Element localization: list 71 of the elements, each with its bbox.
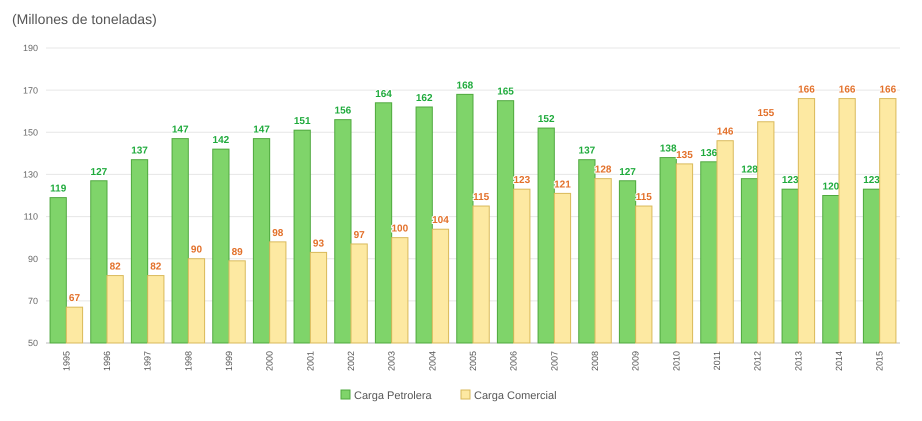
data-label: 123 [513,175,531,186]
data-label: 97 [354,230,366,241]
y-tick-label: 70 [28,296,38,306]
data-label: 164 [375,88,392,100]
data-label: 67 [68,293,80,304]
data-label: 146 [716,126,734,138]
data-label: 152 [538,114,555,126]
data-label: 89 [232,246,244,258]
x-tick-label: 1998 [183,351,194,372]
data-label: 115 [636,192,652,204]
data-label: 137 [131,146,148,157]
x-tick-label: 2012 [752,351,763,372]
data-label: 166 [798,84,816,96]
y-tick-label: 150 [22,127,38,138]
x-tick-label: 2003 [386,351,397,372]
x-tick-label: 2005 [468,351,478,372]
x-tick-label: 2002 [346,351,356,372]
data-label: 82 [150,262,162,273]
x-tick-label: 2013 [793,351,804,372]
data-label: 128 [741,164,758,176]
data-label: 151 [294,116,311,128]
x-tick-label: 2008 [590,351,600,372]
y-tick-label: 170 [22,85,38,96]
data-label: 138 [660,144,677,155]
x-tick-label: 1997 [142,351,153,372]
data-label: 100 [391,224,409,235]
data-label: 123 [782,175,799,186]
data-label: 135 [676,150,694,161]
data-label: 136 [700,148,718,159]
data-label: 115 [473,192,490,204]
x-tick-label: 2014 [834,351,844,372]
data-label: 156 [334,106,352,117]
data-label: 147 [172,124,189,136]
chart-title: (Millones de toneladas) [12,11,157,27]
x-tick-label: 2000 [264,351,275,372]
data-label: 137 [578,146,596,157]
x-tick-label: 2006 [508,351,519,372]
data-label: 127 [90,166,108,178]
y-tick-label: 90 [28,254,38,264]
data-label: 98 [272,228,284,239]
y-tick-label: 110 [24,212,38,222]
x-tick-label: 2007 [549,351,560,372]
data-label: 166 [838,84,856,96]
data-label: 120 [822,182,840,192]
x-tick-label: 2001 [305,351,316,372]
data-label: 147 [253,124,270,136]
y-tick-label: 130 [22,170,38,180]
data-label: 165 [497,86,514,98]
x-tick-label: 2015 [874,351,885,372]
x-tick-label: 2009 [630,351,641,372]
data-label: 162 [416,93,433,104]
x-tick-label: 1996 [102,351,112,372]
y-tick-label: 50 [28,338,38,348]
data-label: 123 [863,175,880,186]
data-label: 168 [456,80,474,92]
x-tick-label: 1999 [224,351,234,372]
x-tick-label: 2010 [671,351,682,372]
data-label: 82 [110,262,122,273]
y-tick-label: 190 [22,43,38,54]
x-tick-label: 2011 [712,351,722,370]
data-label: 142 [212,135,230,146]
data-label: 119 [50,184,67,195]
data-label: 127 [619,166,636,178]
legend-label: Carga Comercial [474,390,557,402]
data-label: 93 [312,238,324,250]
data-label: 155 [757,108,775,119]
x-tick-label: 1995 [61,351,72,372]
x-tick-label: 2004 [427,351,438,372]
data-label: 166 [879,84,897,96]
data-label: 90 [190,244,202,256]
legend-label: Carga Petrolera [354,390,433,402]
